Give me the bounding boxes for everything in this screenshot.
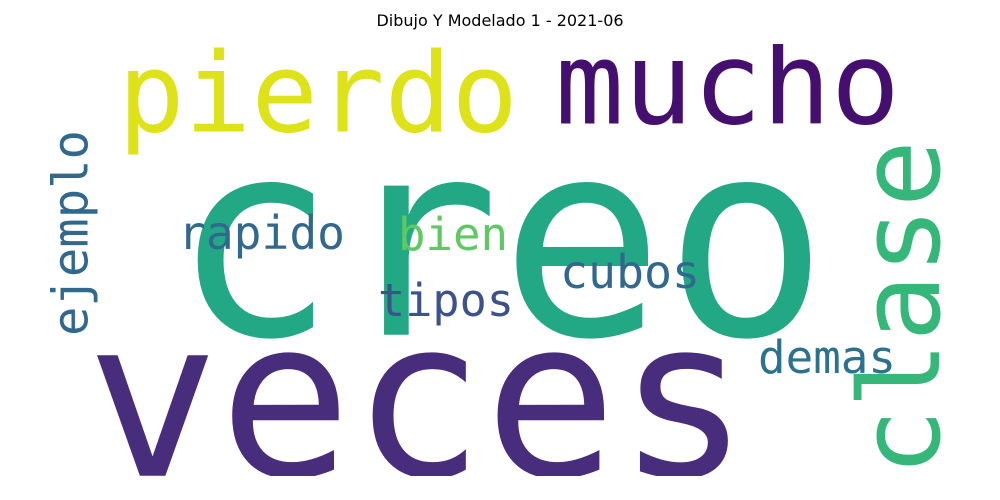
word-cubos: cubos xyxy=(560,244,700,299)
word-demas: demas xyxy=(758,330,896,385)
word-veces: veces xyxy=(86,270,750,476)
word-rapido: rapido xyxy=(178,205,345,260)
word-tipos: tipos xyxy=(378,273,514,327)
word-ejemplo: ejemplo xyxy=(42,130,100,336)
word-bien: bien xyxy=(398,208,508,262)
word-pierdo: pierdo xyxy=(118,44,518,159)
word-mucho: mucho xyxy=(555,44,900,152)
word-creo: creo xyxy=(171,82,829,400)
word-cloud: creo veces pierdo mucho clase ejemplo ra… xyxy=(33,44,967,476)
chart-title: Dibujo Y Modelado 1 - 2021-06 xyxy=(376,11,624,30)
word-clase: clase xyxy=(836,140,967,476)
